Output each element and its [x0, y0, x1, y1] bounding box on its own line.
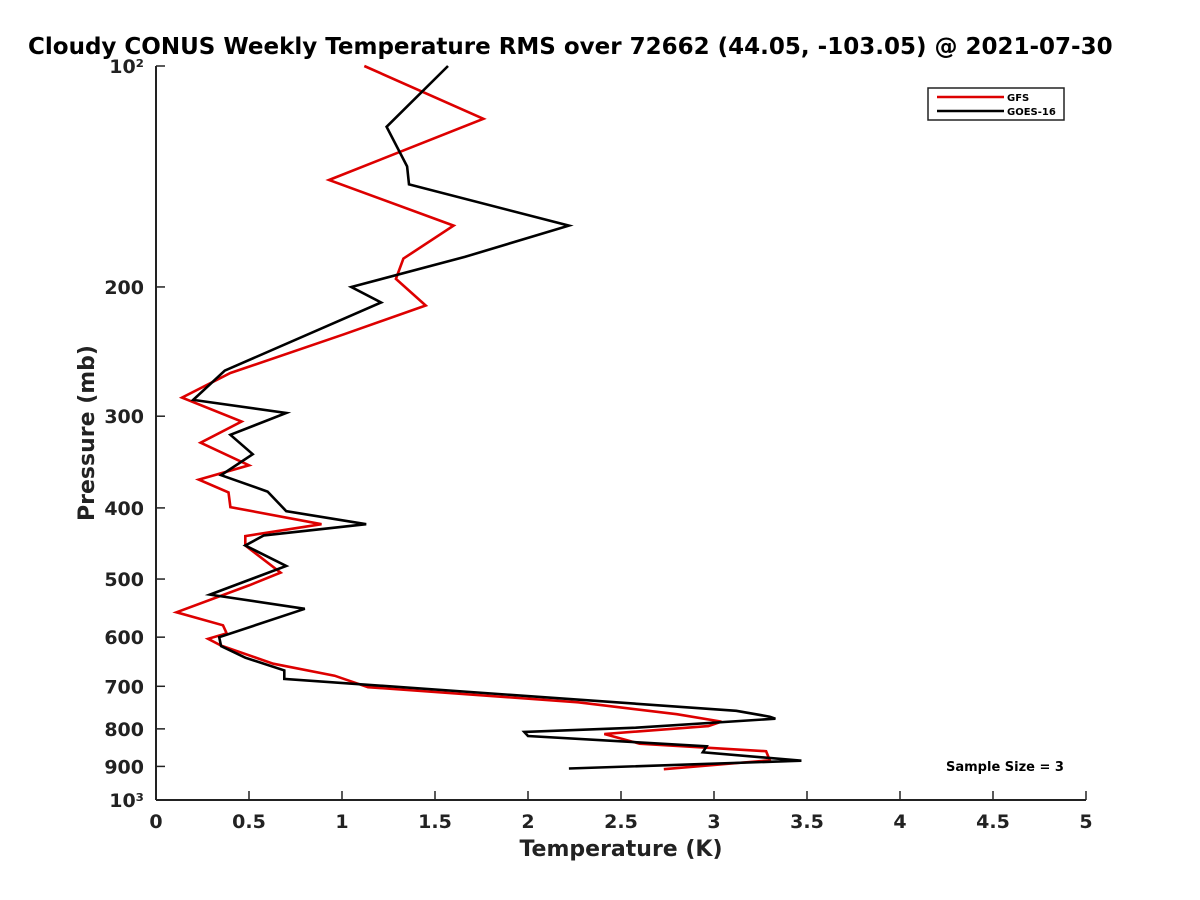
x-tick-label: 2.5: [604, 811, 638, 833]
legend: GFS GOES-16: [927, 87, 1065, 121]
legend-label-goes16: GOES-16: [1007, 107, 1056, 118]
series-line-goes16: [190, 65, 802, 770]
y-tick-label: 600: [104, 627, 144, 649]
y-tick-label: 300: [104, 406, 144, 428]
legend-box: [927, 87, 1065, 121]
chart-title: Cloudy CONUS Weekly Temperature RMS over…: [28, 34, 1113, 60]
series-layer: [172, 64, 802, 771]
x-tick-label: 4.5: [976, 811, 1010, 833]
x-axis-title: Temperature (K): [519, 837, 722, 862]
sample-size-annotation: Sample Size = 3: [946, 760, 1064, 775]
x-tick-label: 5: [1079, 811, 1092, 833]
x-tick-label: 2: [521, 811, 534, 833]
y-tick-label: 10²: [109, 56, 144, 78]
x-tick-label: 3.5: [790, 811, 824, 833]
legend-label-gfs: GFS: [1007, 93, 1029, 104]
x-ticks: 0 0.5 1 1.5 2 2.5 3 3.5 4 4.5 5: [149, 791, 1093, 833]
plot-area: 0 0.5 1 1.5 2 2.5 3 3.5 4 4.5 5 10² 200 300 400 500 600…: [104, 56, 1092, 833]
series-line-gfs: [172, 64, 772, 771]
y-tick-label: 900: [104, 756, 144, 778]
y-tick-label: 500: [104, 569, 144, 591]
x-tick-label: 3: [707, 811, 720, 833]
x-tick-label: 4: [893, 811, 906, 833]
x-tick-label: 1.5: [418, 811, 452, 833]
y-tick-label: 400: [104, 498, 144, 520]
y-ticks: 10² 200 300 400 500 600 700 800 900 10³: [104, 56, 165, 812]
x-tick-label: 0.5: [232, 811, 266, 833]
y-tick-label: 700: [104, 676, 144, 698]
x-tick-label: 0: [149, 811, 162, 833]
y-tick-label: 800: [104, 719, 144, 741]
x-tick-label: 1: [335, 811, 348, 833]
y-axis-title: Pressure (mb): [75, 345, 100, 521]
y-tick-label: 200: [104, 277, 144, 299]
y-tick-label: 10³: [109, 790, 144, 812]
